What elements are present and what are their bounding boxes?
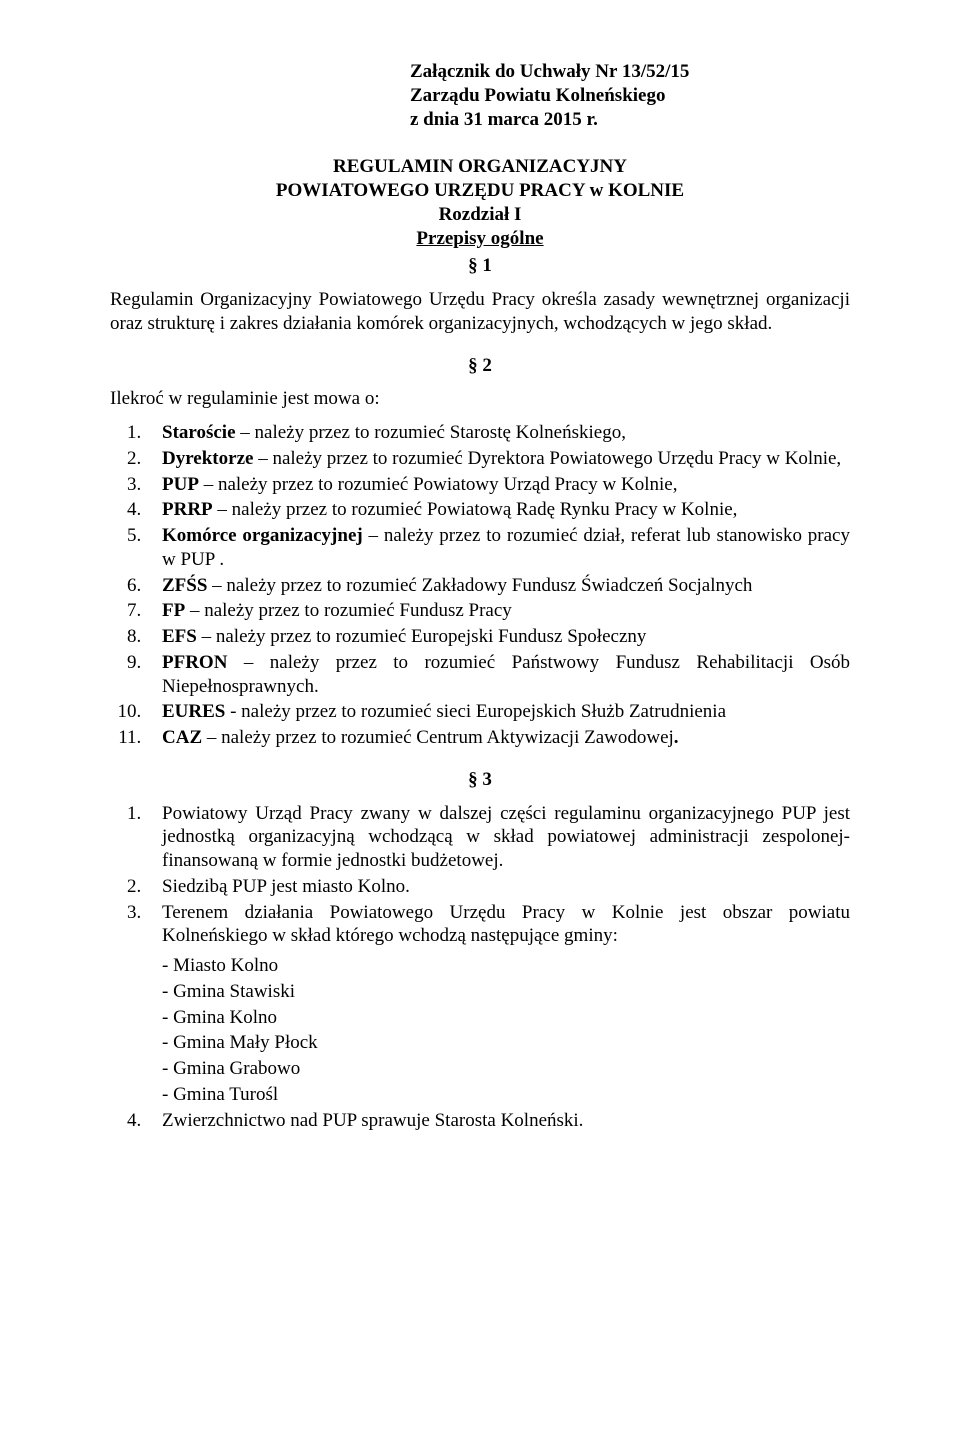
list-item: PFRON – należy przez to rozumieć Państwo…: [146, 651, 850, 699]
title-line-2: POWIATOWEGO URZĘDU PRACY w KOLNIE: [110, 179, 850, 203]
section-1-text: Regulamin Organizacyjny Powiatowego Urzę…: [110, 288, 850, 336]
term: EFS: [162, 626, 197, 647]
title-line-1: REGULAMIN ORGANIZACYJNY: [110, 155, 850, 179]
term-tail: .: [674, 727, 679, 748]
definition-text: – należy przez to rozumieć Fundusz Pracy: [185, 600, 512, 621]
term: ZFŚS: [162, 575, 207, 596]
term: PUP: [162, 474, 199, 495]
term: Staroście: [162, 422, 236, 443]
definition-text: – należy przez to rozumieć Centrum Aktyw…: [202, 727, 674, 748]
definition-text: - należy przez to rozumieć sieci Europej…: [225, 701, 726, 722]
list-item: Dyrektorze – należy przez to rozumieć Dy…: [146, 447, 850, 471]
term: PRRP: [162, 499, 213, 520]
attachment-header: Załącznik do Uchwały Nr 13/52/15 Zarządu…: [410, 60, 850, 131]
definitions-list: Staroście – należy przez to rozumieć Sta…: [110, 421, 850, 750]
definition-text: – należy przez to rozumieć Zakładowy Fun…: [207, 575, 752, 596]
list-item: Komórce organizacyjnej – należy przez to…: [146, 524, 850, 572]
list-item: FP – należy przez to rozumieć Fundusz Pr…: [146, 599, 850, 623]
term: FP: [162, 600, 185, 621]
definition-text: – należy przez to rozumieć Europejski Fu…: [197, 626, 647, 647]
gmina-item: - Gmina Stawiski: [162, 980, 850, 1004]
term: PFRON: [162, 652, 227, 673]
definition-text: – należy przez to rozumieć Powiatową Rad…: [213, 499, 738, 520]
header-line-3: z dnia 31 marca 2015 r.: [410, 108, 850, 132]
subtitle: Przepisy ogólne: [110, 227, 850, 251]
list-item: Staroście – należy przez to rozumieć Sta…: [146, 421, 850, 445]
gmina-item: - Miasto Kolno: [162, 954, 850, 978]
term: Dyrektorze: [162, 448, 253, 469]
section-2-lead: Ilekroć w regulaminie jest mowa o:: [110, 387, 850, 411]
section-3-list-cont: Zwierzchnictwo nad PUP sprawuje Starosta…: [110, 1109, 850, 1133]
gmina-item: - Gmina Grabowo: [162, 1057, 850, 1081]
document-page: Załącznik do Uchwały Nr 13/52/15 Zarządu…: [0, 0, 960, 1448]
definition-text: – należy przez to rozumieć Państwowy Fun…: [162, 652, 850, 697]
section-3-list: Powiatowy Urząd Pracy zwany w dalszej cz…: [110, 802, 850, 949]
definition-text: – należy przez to rozumieć Powiatowy Urz…: [199, 474, 678, 495]
item-3-text: Terenem działania Powiatowego Urzędu Pra…: [162, 902, 850, 947]
list-item: EURES - należy przez to rozumieć sieci E…: [146, 700, 850, 724]
list-item: ZFŚS – należy przez to rozumieć Zakładow…: [146, 574, 850, 598]
list-item: CAZ – należy przez to rozumieć Centrum A…: [146, 726, 850, 750]
section-1-number: § 1: [110, 254, 850, 278]
term: Komórce organizacyjnej: [162, 525, 363, 546]
term: EURES: [162, 701, 225, 722]
list-item: PUP – należy przez to rozumieć Powiatowy…: [146, 473, 850, 497]
list-item: Terenem działania Powiatowego Urzędu Pra…: [146, 901, 850, 949]
list-item: PRRP – należy przez to rozumieć Powiatow…: [146, 498, 850, 522]
list-item: Siedzibą PUP jest miasto Kolno.: [146, 875, 850, 899]
gmina-item: - Gmina Mały Płock: [162, 1031, 850, 1055]
gminy-list: - Miasto Kolno - Gmina Stawiski - Gmina …: [162, 954, 850, 1107]
definition-text: – należy przez to rozumieć Starostę Koln…: [236, 422, 626, 443]
definition-text: – należy przez to rozumieć Dyrektora Pow…: [253, 448, 841, 469]
term: CAZ: [162, 727, 202, 748]
header-line-2: Zarządu Powiatu Kolneńskiego: [410, 84, 850, 108]
list-item: Zwierzchnictwo nad PUP sprawuje Starosta…: [146, 1109, 850, 1133]
header-line-1: Załącznik do Uchwały Nr 13/52/15: [410, 60, 850, 84]
gmina-item: - Gmina Turośl: [162, 1083, 850, 1107]
document-title: REGULAMIN ORGANIZACYJNY POWIATOWEGO URZĘ…: [110, 155, 850, 250]
list-item: Powiatowy Urząd Pracy zwany w dalszej cz…: [146, 802, 850, 873]
gmina-item: - Gmina Kolno: [162, 1006, 850, 1030]
chapter-label: Rozdział I: [110, 203, 850, 227]
list-item: EFS – należy przez to rozumieć Europejsk…: [146, 625, 850, 649]
section-3-number: § 3: [110, 768, 850, 792]
section-2-number: § 2: [110, 354, 850, 378]
